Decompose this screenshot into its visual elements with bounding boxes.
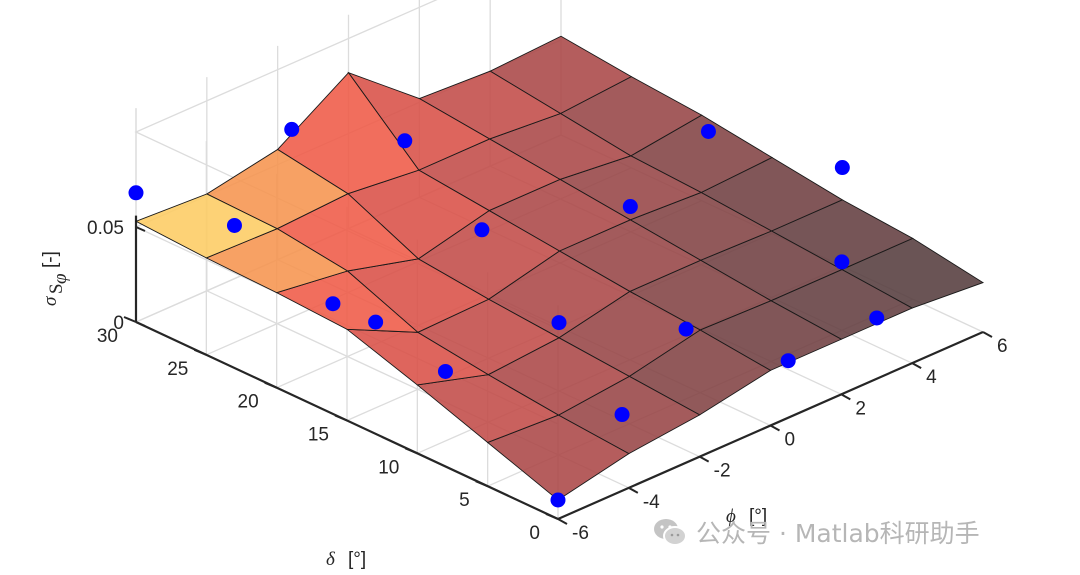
x-tick-mark (557, 518, 568, 525)
z-axis-symbol: σ (40, 296, 61, 306)
watermark-text: 公众号 · Matlab科研助手 (696, 519, 980, 548)
y-tick-mark (475, 480, 489, 488)
watermark: 公众号 · Matlab科研助手 (652, 512, 980, 552)
data-markers (128, 121, 885, 508)
surface-mesh (134, 35, 985, 501)
data-marker (550, 492, 566, 508)
z-tick-label: 0.05 (87, 218, 124, 239)
data-marker (551, 315, 567, 331)
data-marker (780, 353, 796, 369)
y-tick-label: 5 (459, 490, 470, 511)
data-marker (622, 199, 638, 215)
data-marker (397, 133, 413, 149)
x-axis-unit: [°] (749, 506, 767, 527)
data-marker (128, 185, 144, 201)
data-marker (678, 321, 694, 337)
z-tick-label: 0 (113, 313, 124, 334)
y-tick-label: 25 (167, 359, 188, 380)
z-axis-subscript: S (46, 283, 67, 294)
x-tick-mark (628, 486, 639, 494)
z-axis-subsubscript: φ (50, 273, 71, 284)
data-marker (325, 296, 341, 312)
data-marker (700, 123, 716, 139)
x-tick-label: -6 (572, 523, 589, 544)
x-tick-label: 0 (785, 430, 796, 451)
x-tick-mark (840, 393, 851, 401)
y-tick-label: 10 (378, 457, 399, 478)
x-tick-mark (911, 362, 922, 370)
x-tick-label: 2 (855, 398, 866, 419)
data-marker (614, 407, 630, 423)
z-axis-unit: [-] (40, 251, 61, 268)
y-tick-mark (545, 513, 559, 520)
wechat-icon (654, 519, 687, 546)
y-tick-label: 0 (529, 523, 540, 544)
data-marker (834, 160, 850, 176)
z-axis-label: σ S φ [-] (40, 251, 71, 306)
data-marker (368, 314, 384, 330)
data-marker (226, 217, 242, 233)
y-tick-mark (123, 316, 137, 323)
x-tick-label: -2 (714, 461, 731, 482)
data-marker (834, 254, 850, 270)
data-marker (474, 222, 490, 238)
x-tick-label: -4 (643, 492, 660, 513)
y-tick-label: 15 (308, 425, 329, 446)
surface-patch (134, 193, 279, 259)
y-tick-label: 20 (238, 392, 259, 413)
data-marker (869, 310, 885, 326)
y-axis-unit: [°] (348, 549, 366, 570)
x-tick-mark (770, 424, 780, 432)
x-tick-label: 6 (997, 336, 1008, 357)
y-tick-mark (334, 414, 348, 422)
y-tick-mark (264, 381, 278, 389)
z-tick-mark (135, 321, 146, 327)
z-tick-mark (135, 226, 146, 232)
x-axis-symbol: ϕ (726, 506, 736, 527)
x-tick-label: 4 (926, 367, 937, 388)
y-tick-label: 30 (97, 326, 118, 347)
data-marker (437, 363, 453, 379)
x-tick-mark (982, 331, 993, 338)
x-tick-mark (699, 455, 710, 463)
y-tick-mark (404, 447, 418, 455)
y-tick-mark (193, 348, 207, 356)
data-marker (284, 121, 300, 137)
y-axis-symbol: δ (326, 549, 336, 570)
